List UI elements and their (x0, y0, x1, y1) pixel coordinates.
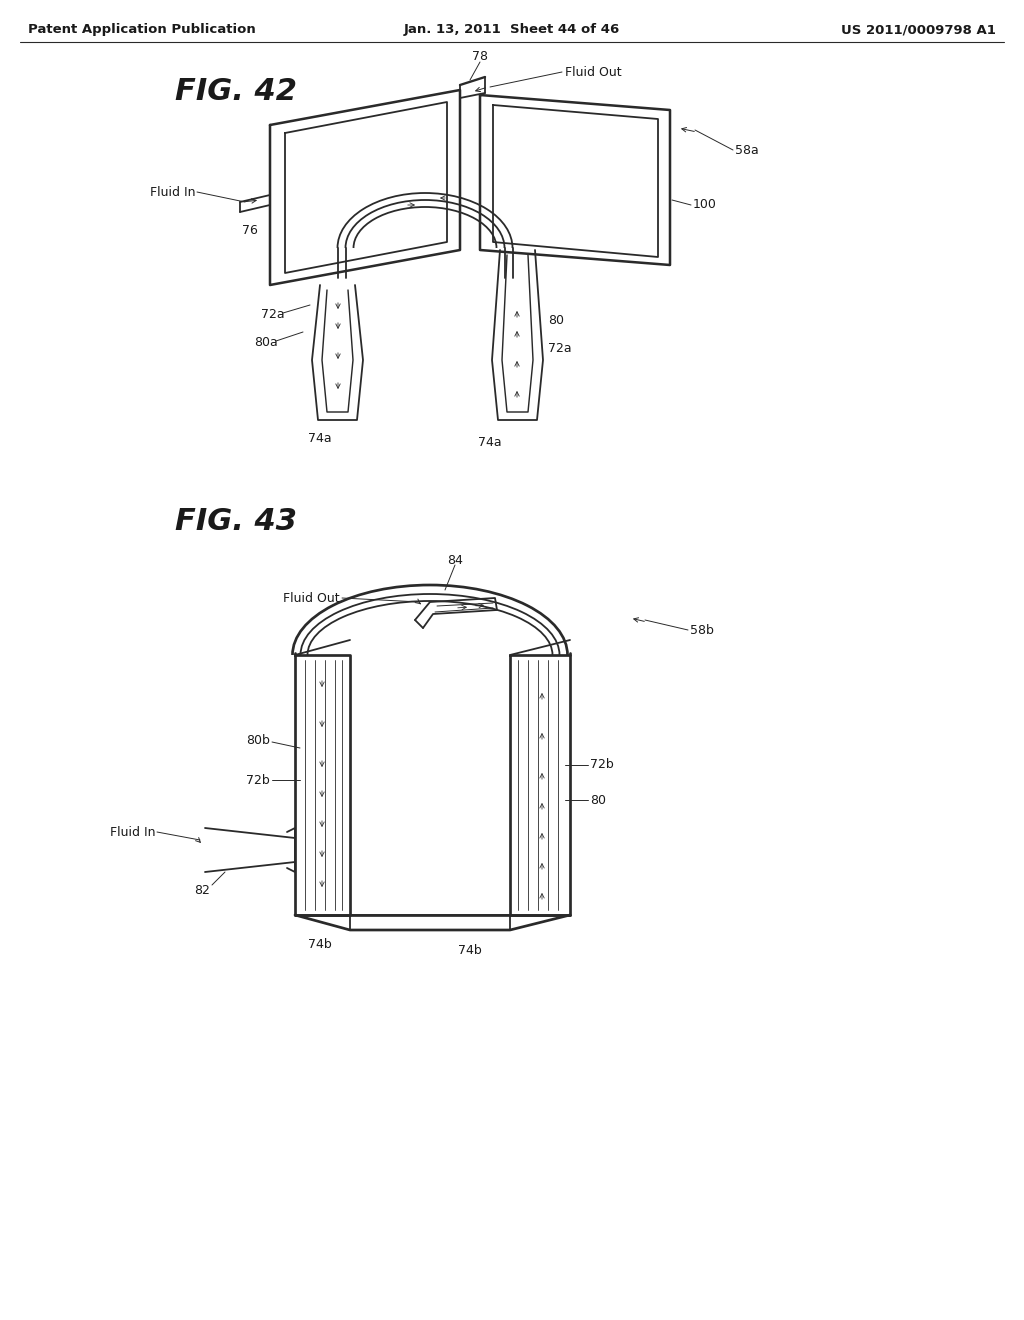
Text: Fluid In: Fluid In (150, 186, 195, 198)
Text: Fluid Out: Fluid Out (565, 66, 622, 78)
Text: US 2011/0009798 A1: US 2011/0009798 A1 (841, 24, 996, 37)
Text: 74b: 74b (458, 944, 482, 957)
Text: 76: 76 (242, 223, 258, 236)
Text: 74a: 74a (308, 432, 332, 445)
Text: 80: 80 (590, 793, 606, 807)
Text: Patent Application Publication: Patent Application Publication (28, 24, 256, 37)
Text: 72a: 72a (548, 342, 571, 355)
Text: 72a: 72a (261, 309, 285, 322)
Text: 58a: 58a (735, 144, 759, 157)
Text: 74b: 74b (308, 939, 332, 952)
Text: 72b: 72b (590, 759, 613, 771)
Text: Jan. 13, 2011  Sheet 44 of 46: Jan. 13, 2011 Sheet 44 of 46 (403, 24, 621, 37)
Text: 84: 84 (447, 553, 463, 566)
Text: 78: 78 (472, 50, 488, 63)
Text: 58b: 58b (690, 623, 714, 636)
Text: Fluid Out: Fluid Out (284, 591, 340, 605)
Text: Fluid In: Fluid In (110, 825, 155, 838)
Text: FIG. 42: FIG. 42 (175, 78, 297, 107)
Text: 82: 82 (195, 883, 210, 896)
Text: 80a: 80a (254, 337, 278, 350)
Text: 72b: 72b (246, 774, 270, 787)
Text: 74a: 74a (478, 436, 502, 449)
Text: 80b: 80b (246, 734, 270, 747)
Text: FIG. 43: FIG. 43 (175, 507, 297, 536)
Text: 80: 80 (548, 314, 564, 326)
Text: 100: 100 (693, 198, 717, 211)
